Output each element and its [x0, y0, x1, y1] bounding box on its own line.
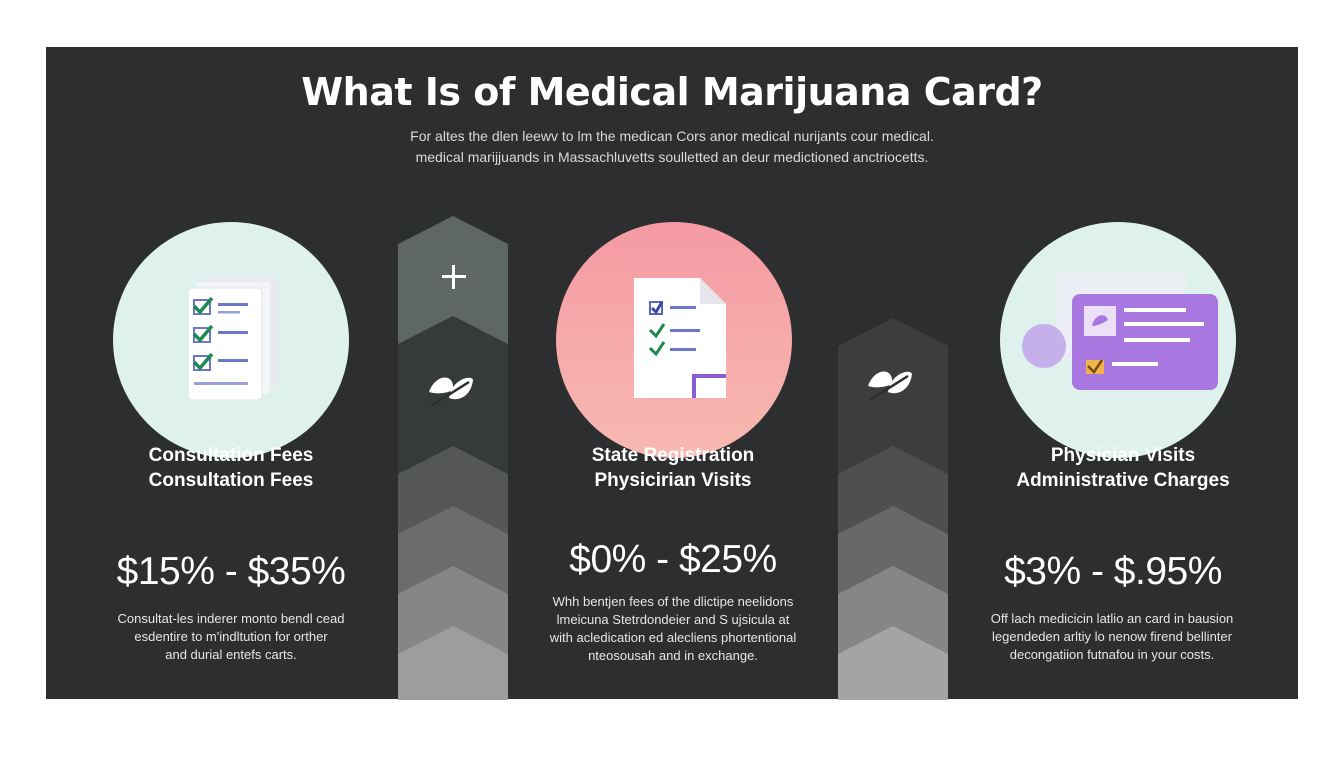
plus-icon	[440, 263, 468, 296]
column-3-description: Off lach medicicin latlio an card in bau…	[962, 610, 1262, 664]
column-1-desc-line-3: and durial entefs carts.	[165, 647, 297, 662]
column-1-desc-line-1: Consultat-les inderer monto bendl cead	[117, 611, 345, 626]
column-3-title-line-1: Physician Visits	[1050, 445, 1196, 466]
column-1-desc-line-2: esdentire to m'indltution for orther	[134, 629, 328, 644]
column-3-desc-line-3: decongatiion futnafou in your costs.	[1009, 647, 1215, 662]
column-1-title-line-2: Consultation Fees	[148, 470, 314, 491]
column-2-desc-line-3: with acledication ed alecliens phortenti…	[549, 630, 797, 645]
chevron-divider-2	[838, 216, 948, 700]
column-1-price: $15% - $35%	[116, 550, 346, 593]
column-2-title-line-1: State Registration	[591, 445, 755, 466]
column-1-description: Consultat-les inderer monto bendl cead e…	[86, 610, 376, 664]
chevron-divider-1	[398, 216, 508, 700]
column-3-title-line-2: Administrative Charges	[1016, 470, 1230, 491]
page-title: What Is of Medical Marijuana Card?	[301, 70, 1043, 114]
column-2-desc-line-1: Whh bentjen fees of the dlictipe neelido…	[552, 594, 794, 609]
leaf-icon	[864, 362, 916, 411]
column-1-title-line-1: Consultation Fees	[148, 445, 314, 466]
column-3-title: Physician Visits Administrative Charges	[988, 443, 1258, 493]
id-card-icon	[1022, 268, 1222, 403]
leaf-icon	[425, 368, 477, 417]
subtitle-line-1: For altes the dlen leewv to lm the medic…	[410, 128, 934, 144]
column-2-title-line-2: Physicirian Visits	[594, 470, 752, 491]
column-2-desc-line-4: nteosousah and in exchange.	[588, 648, 758, 663]
subtitle: For altes the dlen leewv to lm the medic…	[370, 126, 974, 168]
column-1-title: Consultation Fees Consultation Fees	[96, 443, 366, 493]
column-3-price: $3% - $.95%	[1004, 550, 1222, 593]
column-3-desc-line-1: Off lach medicicin latlio an card in bau…	[990, 611, 1234, 626]
column-3-desc-line-2: legendeden arltiy lo nenow firend bellin…	[992, 629, 1232, 644]
document-icon	[630, 272, 730, 407]
checklist-icon	[182, 270, 282, 407]
column-2-desc-line-2: lmeicuna Stetrdondeier and S ujsicula at	[556, 612, 790, 627]
column-2-price: $0% - $25%	[569, 538, 777, 581]
column-2-title: State Registration Physicirian Visits	[538, 443, 808, 493]
column-2-description: Whh bentjen fees of the dlictipe neelido…	[518, 593, 828, 665]
subtitle-line-2: medical marijjuands in Massachluvetts so…	[415, 149, 929, 165]
